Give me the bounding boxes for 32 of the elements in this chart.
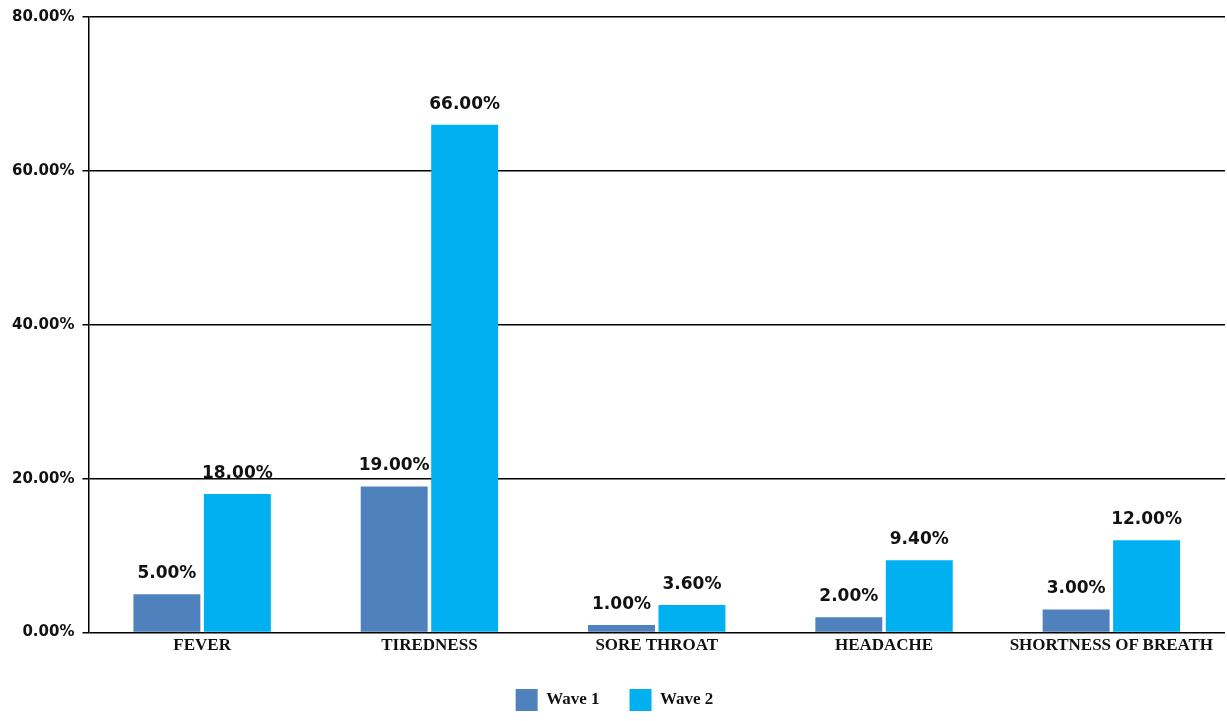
data-label: 18.00% [201,462,273,483]
bar [588,624,655,632]
x-tick-label: SHORTNESS OF BREATH [1009,635,1214,655]
data-label: 3.60% [662,572,722,593]
bar [133,594,201,632]
x-tick-label: HEADACHE [834,635,934,655]
bar [360,486,428,632]
x-tick-label: SORE THROAT [595,635,719,655]
bar [885,560,953,632]
y-tick-label: 40.00% [11,314,75,333]
bar [203,494,271,632]
x-tick-label: FEVER [173,635,232,655]
y-tick-label: 0.00% [22,622,75,641]
legend-label: Wave 2 [660,689,714,709]
x-tick-label: TIREDNESS [381,635,478,655]
y-tick-label: 20.00% [11,468,75,487]
y-tick-label: 80.00% [11,6,75,25]
data-label: 66.00% [429,92,501,113]
legend-label: Wave 1 [546,689,600,709]
bar [815,617,883,632]
data-label: 3.00% [1046,577,1106,598]
data-label: 2.00% [819,585,879,606]
y-tick-label: 60.00% [11,160,75,179]
bar [431,124,499,632]
data-label: 9.40% [889,528,949,549]
data-label: 5.00% [137,562,197,583]
data-label: 19.00% [358,454,430,475]
data-label: 1.00% [592,592,651,613]
bar [658,604,726,632]
data-label: 12.00% [1111,508,1182,529]
bar [1113,540,1181,632]
bar [1042,609,1110,632]
